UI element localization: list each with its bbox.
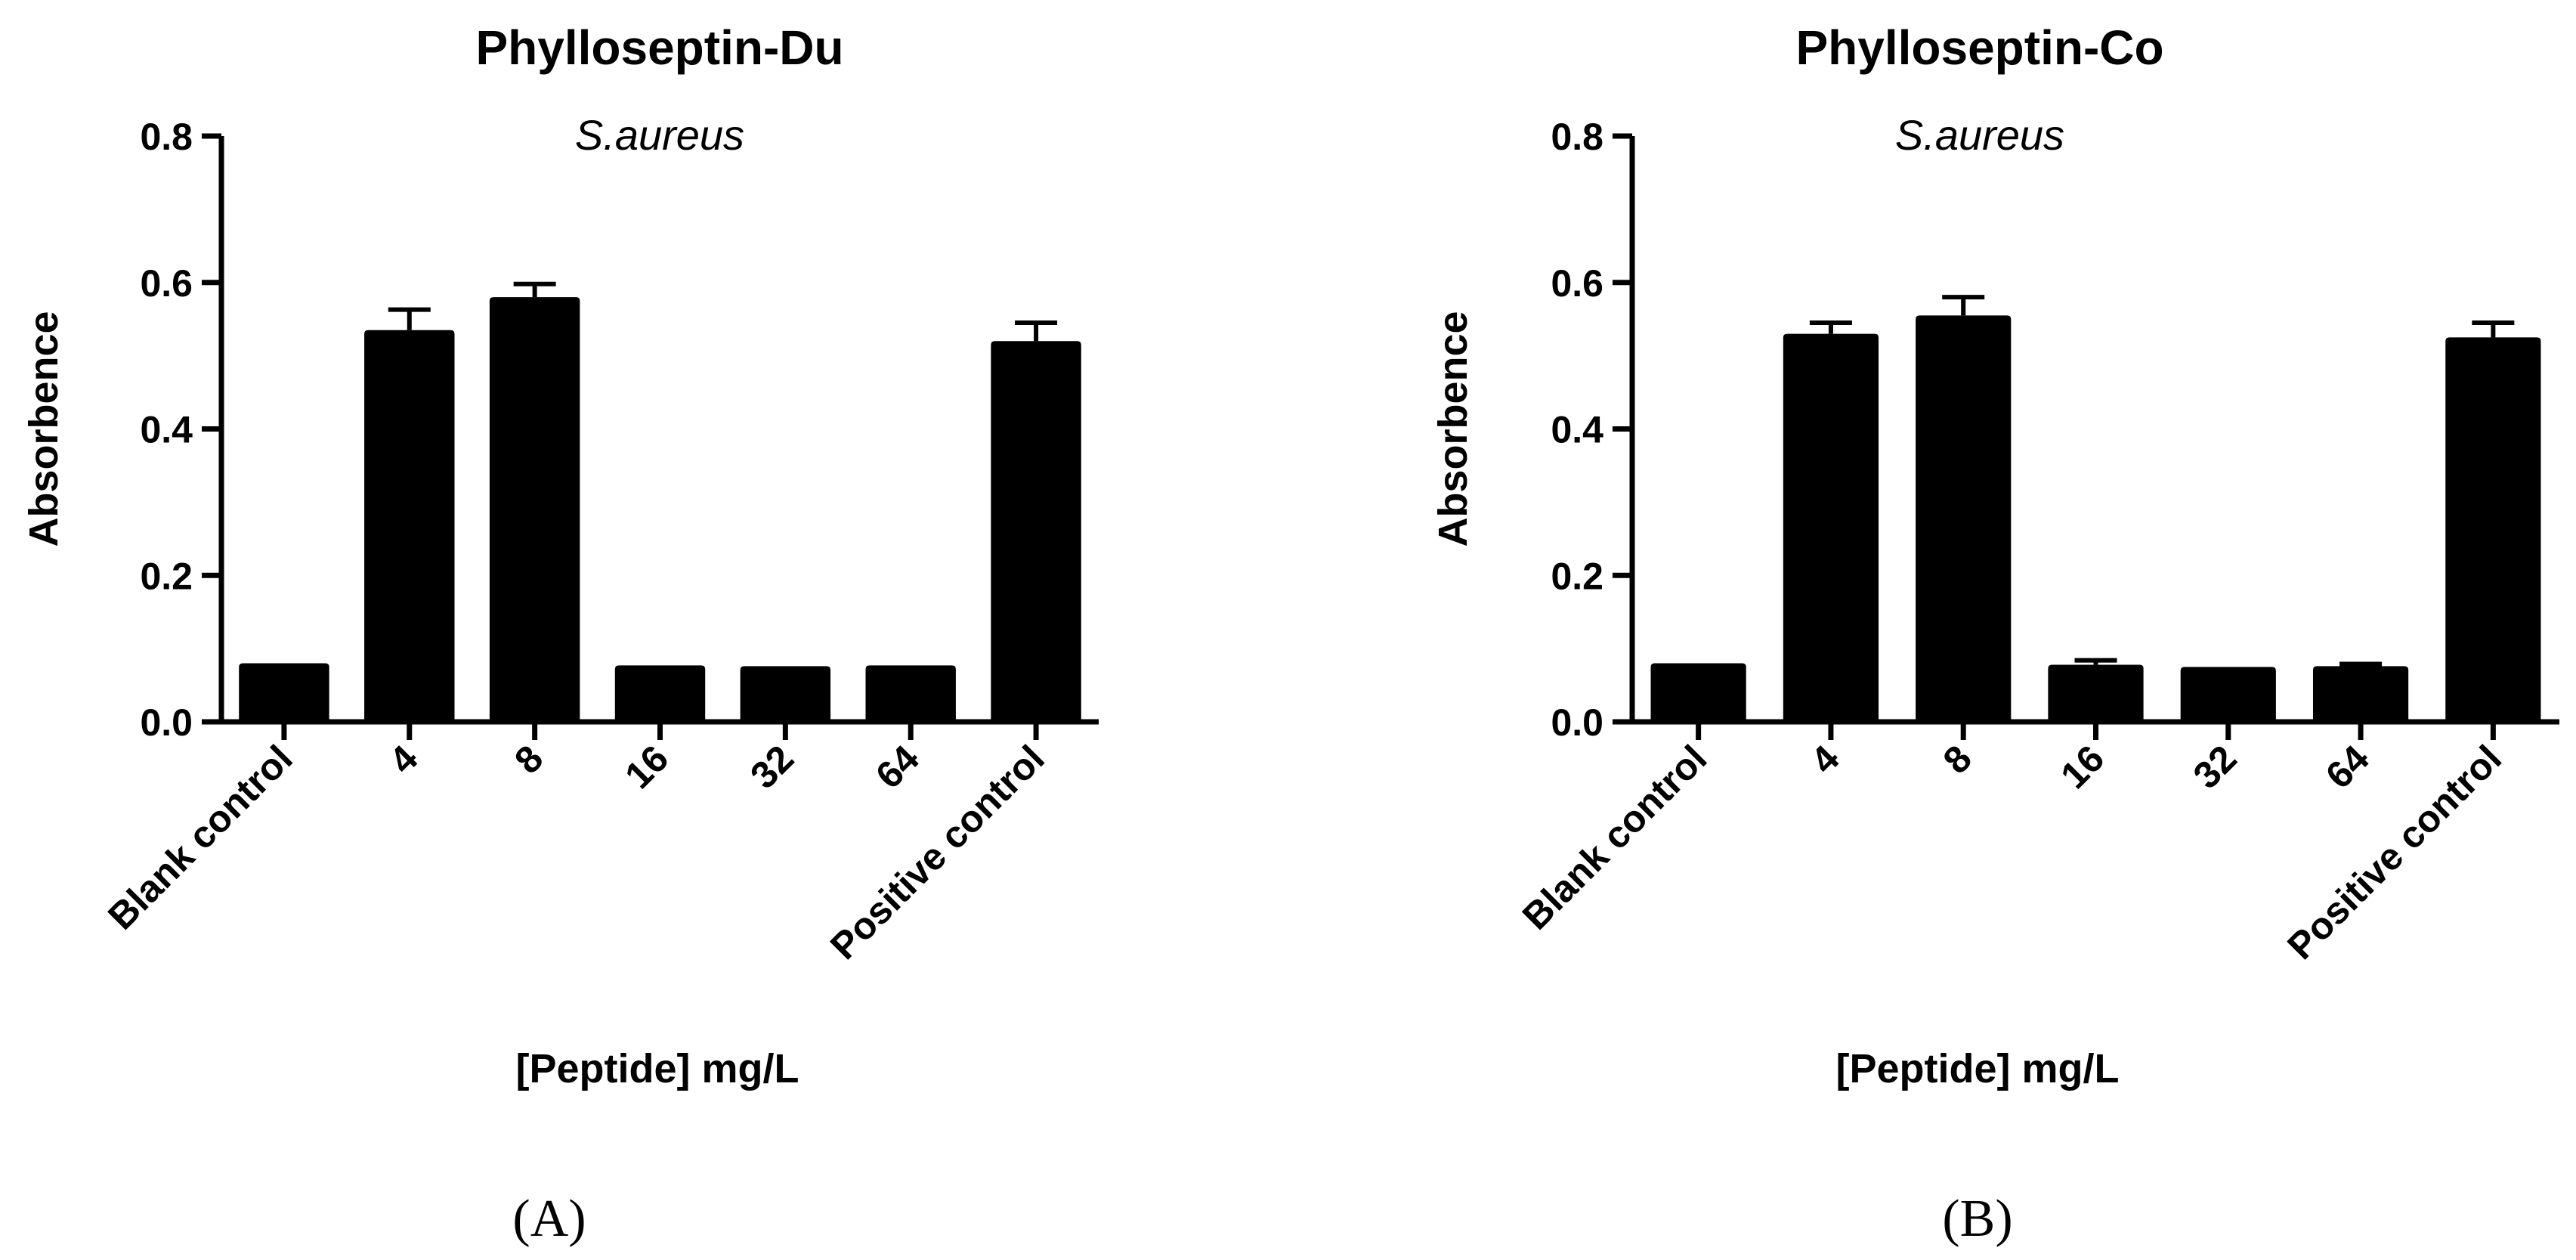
- bar-3: [2048, 664, 2144, 722]
- x-category-label: 4: [381, 737, 425, 782]
- bar-4: [2180, 667, 2276, 722]
- x-category-label: 64: [867, 737, 927, 797]
- bar-1: [364, 330, 455, 722]
- y-tick-label: 0.8: [1551, 116, 1603, 158]
- x-category-label: 32: [2185, 737, 2245, 797]
- panel-label: (B): [1942, 1190, 2012, 1248]
- chart-subtitle: S.aureus: [1895, 111, 2064, 159]
- x-category-label: Positive control: [822, 737, 1053, 967]
- bar-3: [614, 665, 706, 722]
- bar-6: [2445, 337, 2541, 722]
- x-axis-label: [Peptide] mg/L: [516, 1046, 799, 1091]
- x-category-label: 32: [742, 737, 802, 797]
- x-category-label: Blank control: [1514, 737, 1715, 938]
- bar-2: [1916, 315, 2012, 722]
- chart-title: Phylloseptin-Du: [475, 20, 843, 75]
- x-axis-label: [Peptide] mg/L: [1836, 1046, 2120, 1091]
- y-tick-label: 0.0: [140, 701, 193, 744]
- chart-subtitle: S.aureus: [575, 111, 744, 159]
- x-category-label: 16: [2052, 737, 2112, 797]
- x-category-label: 16: [617, 737, 676, 797]
- y-tick-label: 0.4: [140, 409, 193, 451]
- y-axis-label: Absorbence: [1430, 311, 1476, 546]
- panel-label: (A): [512, 1190, 586, 1248]
- chart-title: Phylloseptin-Co: [1795, 20, 2163, 75]
- x-category-label: 8: [1935, 737, 1980, 782]
- bar-5: [865, 665, 956, 722]
- y-tick-label: 0.6: [1551, 262, 1603, 305]
- y-axis-label: Absorbence: [21, 311, 66, 546]
- bar-1: [1783, 333, 1879, 722]
- x-category-label: 4: [1802, 737, 1847, 782]
- bar-0: [239, 663, 329, 722]
- bar-6: [991, 341, 1081, 722]
- y-tick-label: 0.2: [140, 555, 193, 597]
- bar-5: [2312, 666, 2409, 722]
- y-tick-label: 0.4: [1551, 409, 1603, 451]
- bar-4: [740, 666, 831, 722]
- y-tick-label: 0.6: [140, 262, 193, 305]
- bar-2: [489, 297, 580, 722]
- x-category-label: 8: [506, 737, 551, 782]
- y-tick-label: 0.2: [1551, 555, 1603, 597]
- y-tick-label: 0.8: [140, 116, 193, 158]
- y-tick-label: 0.0: [1551, 701, 1603, 744]
- x-category-label: 64: [2318, 737, 2377, 797]
- x-category-label: Positive control: [2279, 737, 2510, 967]
- x-category-label: Blank control: [100, 737, 301, 938]
- bar-0: [1650, 663, 1746, 722]
